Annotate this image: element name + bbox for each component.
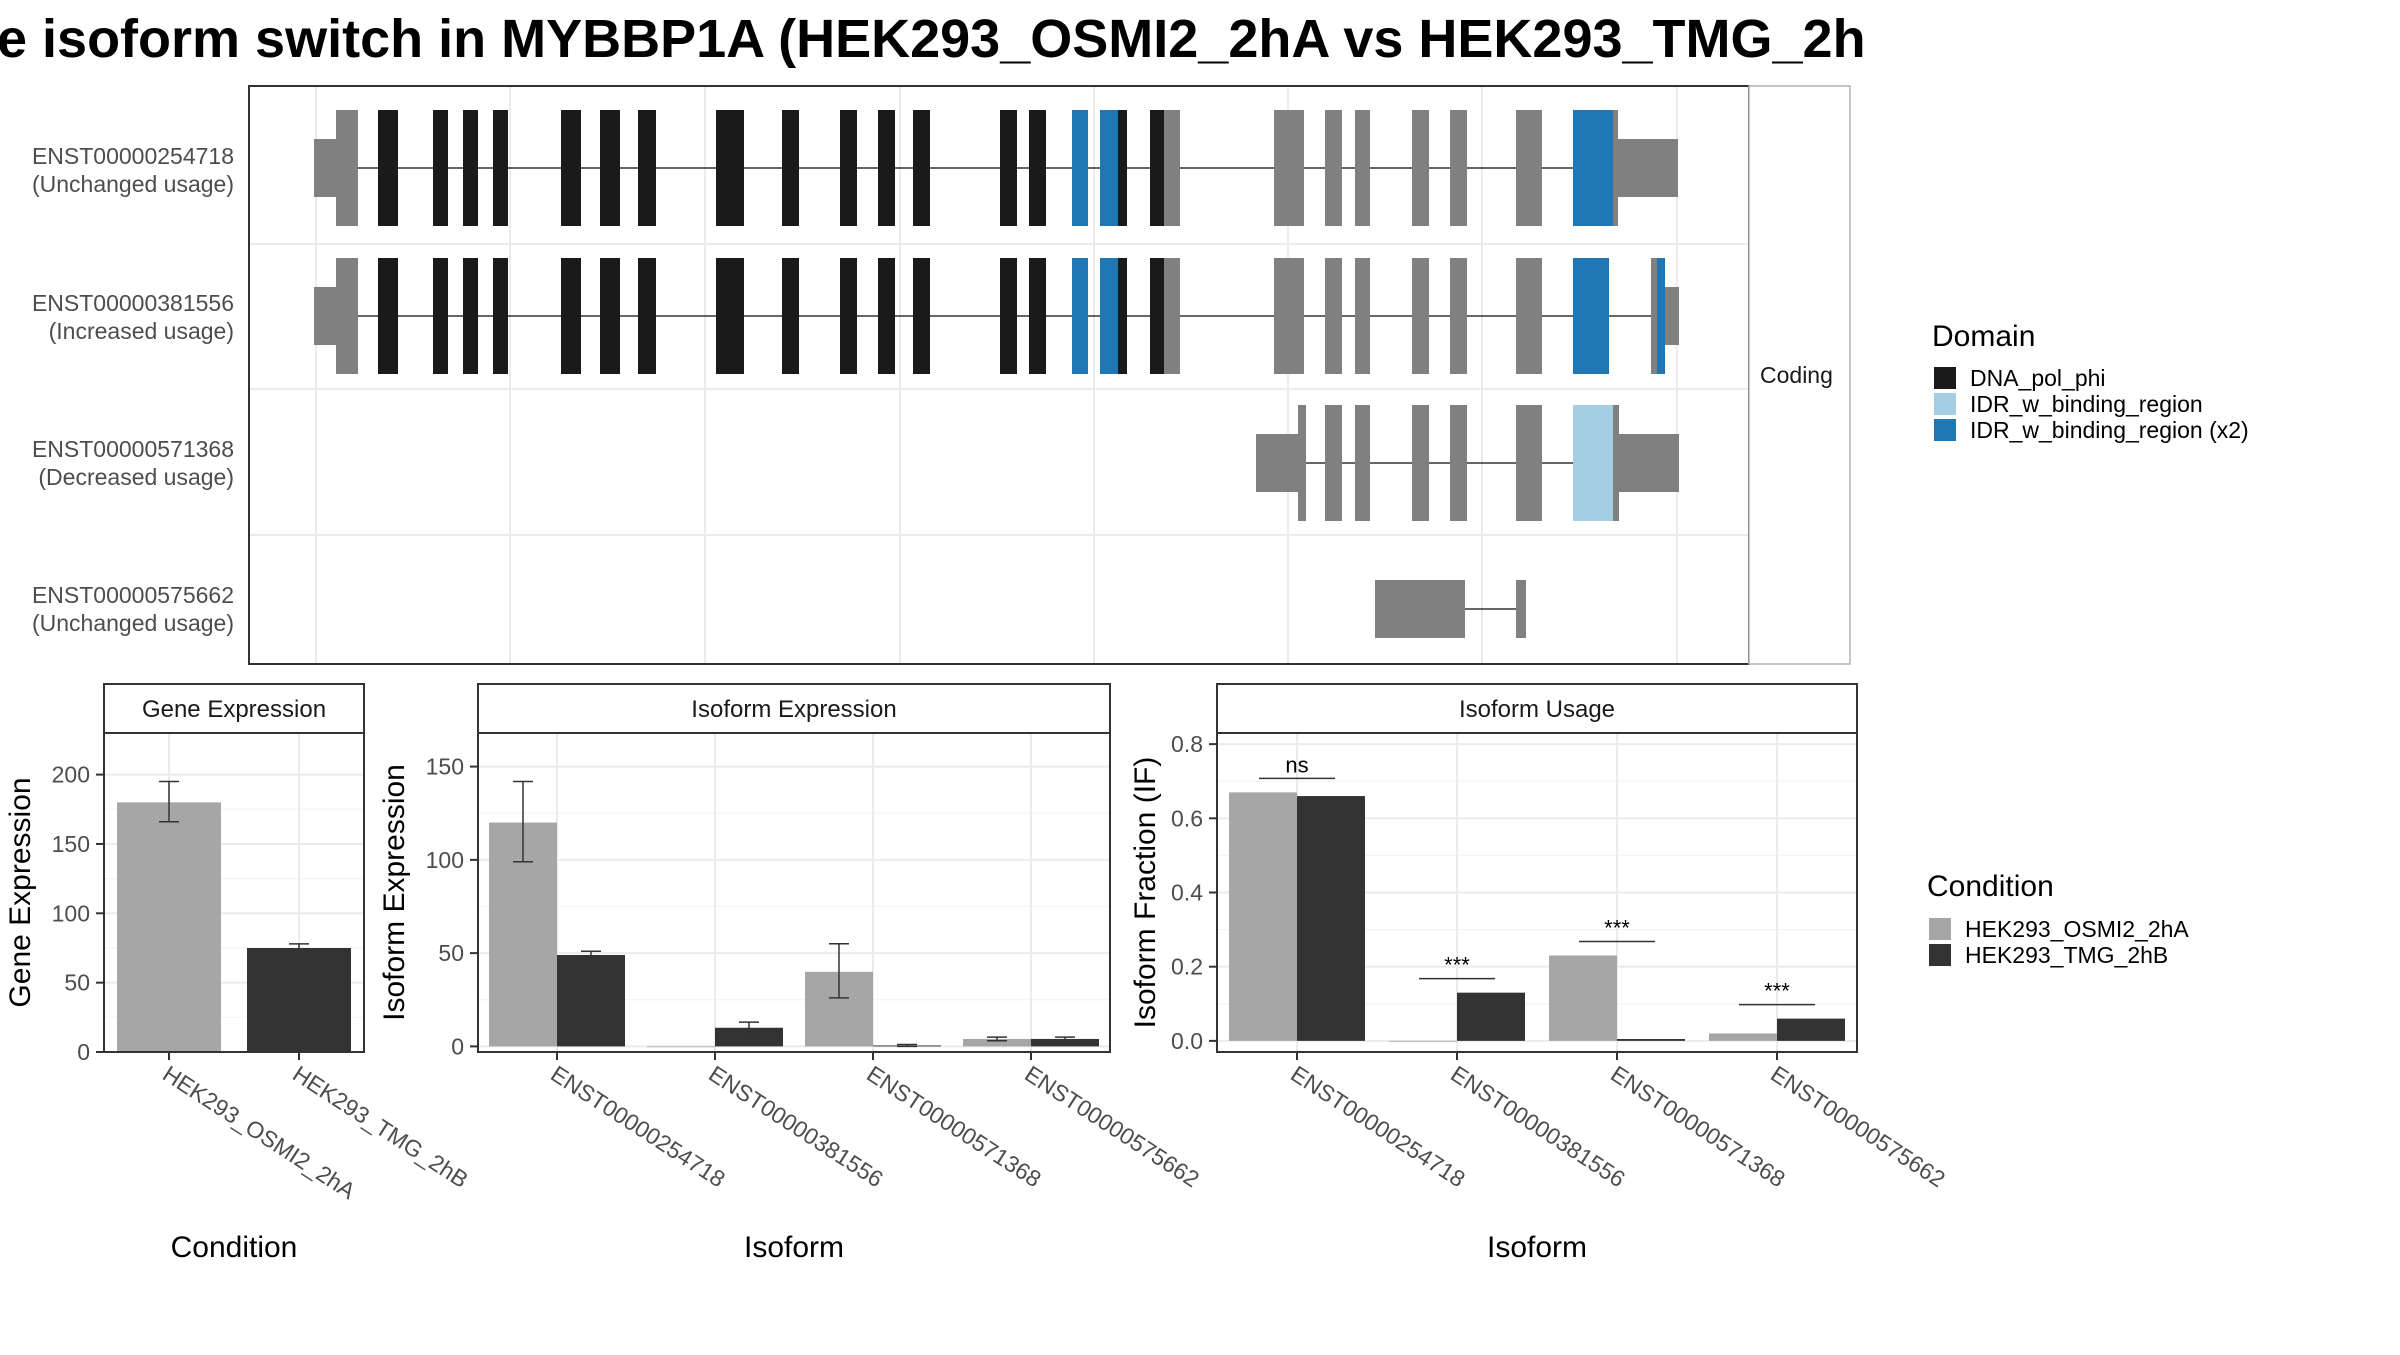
x-tick-label: ENST00000575662 (1020, 1060, 1204, 1192)
bar (715, 1027, 783, 1047)
structure-panel (248, 85, 1750, 665)
y-tick-label: 50 (64, 970, 90, 996)
bar (557, 954, 625, 1047)
isoform-label-usage: (Increased usage) (49, 318, 234, 344)
bar (117, 802, 221, 1052)
transcript-structure-575662 (1375, 580, 1526, 638)
y-tick-label: 50 (438, 940, 464, 966)
x-tick-label: ENST00000571368 (1606, 1060, 1790, 1192)
y-axis-title: Gene Expression (4, 777, 37, 1007)
x-axis-title: Condition (171, 1231, 298, 1264)
panel-strip (103, 683, 365, 734)
bar (1229, 792, 1297, 1041)
x-tick-label: ENST00000381556 (1446, 1060, 1630, 1192)
domain-legend-title: Domain (1932, 320, 2035, 353)
bar (647, 1046, 715, 1048)
bar (1389, 1040, 1457, 1042)
isoform-label-id: ENST00000254718 (32, 143, 234, 169)
bar (963, 1038, 1031, 1047)
y-axis-title: Isoform Expression (378, 764, 411, 1021)
structure-strip: Coding (1748, 85, 1851, 665)
y-tick-label: 150 (52, 831, 90, 857)
legend-key (1934, 419, 1956, 441)
condition-legend: Condition HEK293_OSMI2_2hA HEK293_TMG_2h… (1927, 870, 2189, 968)
bar (1457, 992, 1525, 1041)
isoform-usage-panel: ns *** *** *** Isoform Usage 0.0 0.2 0.4 0.6 0.8 E… (1129, 683, 1950, 1264)
x-tick-label: ENST00000254718 (1286, 1060, 1470, 1192)
isoform-expression-panel: Isoform Expression 0 50 100 150 ENST000002547… (378, 683, 1204, 1264)
isoform-label-id: ENST00000575662 (32, 582, 234, 608)
legend-label: HEK293_TMG_2hB (1965, 942, 2168, 968)
transcript-structure-571368 (1256, 405, 1679, 521)
condition-legend-title: Condition (1927, 870, 2054, 903)
significance-label: *** (1604, 916, 1630, 941)
significance-label: *** (1444, 953, 1470, 978)
domain-legend: Domain DNA_pol_phi IDR_w_binding_region … (1932, 320, 2249, 443)
legend-key (1934, 393, 1956, 415)
legend-label: IDR_w_binding_region (x2) (1970, 417, 2249, 443)
y-tick-label: 0 (77, 1039, 90, 1065)
y-tick-label: 100 (52, 900, 90, 926)
panel-strip (477, 683, 1111, 734)
panel-strip (1216, 683, 1858, 734)
legend-key (1929, 944, 1951, 966)
bar (1549, 955, 1617, 1041)
figure-title: e isoform switch in MYBBP1A (HEK293_OSMI… (0, 9, 1866, 69)
y-tick-label: 0.6 (1171, 805, 1203, 831)
bar (247, 947, 351, 1052)
legend-key (1934, 367, 1956, 389)
bar (1709, 1033, 1777, 1041)
isoform-label-id: ENST00000571368 (32, 436, 234, 462)
y-tick-label: 0.0 (1171, 1028, 1203, 1054)
strip-label: Coding (1760, 362, 1833, 388)
isoform-label-usage: (Unchanged usage) (32, 171, 234, 197)
panel-title: Gene Expression (142, 696, 326, 723)
isoform-row-labels: ENST00000254718 (Unchanged usage) ENST00… (32, 143, 234, 636)
significance-label: ns (1285, 752, 1308, 777)
y-tick-label: 150 (426, 754, 464, 780)
x-tick-label: ENST00000571368 (862, 1060, 1046, 1192)
x-tick-label: ENST00000575662 (1766, 1060, 1950, 1192)
transcript-structure-254718 (314, 110, 1678, 226)
y-tick-label: 200 (52, 762, 90, 788)
legend-key (1929, 918, 1951, 940)
transcript-structure-381556 (314, 258, 1679, 374)
legend-label: IDR_w_binding_region (1970, 391, 2203, 417)
legend-label: HEK293_OSMI2_2hA (1965, 916, 2189, 942)
significance-label: *** (1764, 979, 1790, 1004)
x-axis-title: Isoform (744, 1231, 844, 1264)
y-axis-title: Isoform Fraction (IF) (1129, 757, 1162, 1029)
panel-title: Isoform Usage (1459, 696, 1615, 723)
bar (1297, 796, 1365, 1041)
bar (1031, 1038, 1099, 1047)
x-tick-label: ENST00000254718 (546, 1060, 730, 1192)
bar (1617, 1039, 1685, 1041)
x-axis-title: Isoform (1487, 1231, 1587, 1264)
y-tick-label: 0.8 (1171, 731, 1203, 757)
legend-label: DNA_pol_phi (1970, 365, 2106, 391)
isoform-label-id: ENST00000381556 (32, 290, 234, 316)
isoform-label-usage: (Unchanged usage) (32, 610, 234, 636)
y-tick-label: 100 (426, 847, 464, 873)
isoform-label-usage: (Decreased usage) (38, 464, 234, 490)
x-tick-label: ENST00000381556 (704, 1060, 888, 1192)
bar (1777, 1018, 1845, 1041)
y-tick-label: 0.4 (1171, 880, 1203, 906)
y-tick-label: 0 (451, 1033, 464, 1059)
y-tick-label: 0.2 (1171, 954, 1203, 980)
panel-title: Isoform Expression (691, 696, 896, 723)
